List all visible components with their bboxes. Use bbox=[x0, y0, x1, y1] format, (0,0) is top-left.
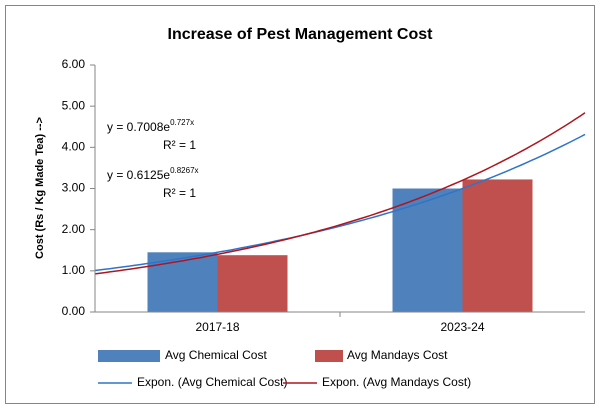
legend-label: Expon. (Avg Mandays Cost) bbox=[322, 375, 471, 389]
equation-base: y = 0.6125e bbox=[107, 168, 170, 182]
trend-equation: y = 0.6125e0.8267x bbox=[107, 166, 199, 182]
y-axis-label: Cost (Rs / Kg Made Tea) --> bbox=[34, 117, 46, 259]
trendline bbox=[94, 133, 586, 272]
trendline bbox=[94, 112, 586, 275]
legend-swatch bbox=[315, 350, 343, 362]
y-tick-label: 2.00 bbox=[62, 222, 86, 236]
trend-r2: R² = 1 bbox=[163, 186, 196, 200]
y-tick-label: 3.00 bbox=[62, 181, 86, 195]
bar bbox=[462, 179, 533, 312]
bar bbox=[392, 188, 463, 312]
legend-swatch bbox=[98, 350, 160, 362]
y-tick-label: 1.00 bbox=[62, 263, 86, 277]
equation-power: 0.8267x bbox=[170, 166, 198, 175]
legend-label: Avg Mandays Cost bbox=[347, 348, 448, 362]
trend-r2: R² = 1 bbox=[163, 138, 196, 152]
y-tick-label: 4.00 bbox=[62, 140, 86, 154]
chart-title: Increase of Pest Management Cost bbox=[168, 26, 434, 43]
y-tick-label: 0.00 bbox=[62, 304, 86, 318]
y-tick-label: 5.00 bbox=[62, 98, 86, 112]
legend-label: Expon. (Avg Chemical Cost) bbox=[137, 375, 288, 389]
trend-equation: y = 0.7008e0.727x bbox=[107, 118, 194, 134]
equation-base: y = 0.7008e bbox=[107, 120, 170, 134]
x-tick-label: 2017-18 bbox=[195, 320, 239, 334]
legend-label: Avg Chemical Cost bbox=[165, 348, 267, 362]
y-tick-label: 6.00 bbox=[62, 57, 86, 71]
x-tick-label: 2023-24 bbox=[440, 320, 484, 334]
equation-power: 0.727x bbox=[170, 118, 194, 127]
bar bbox=[217, 255, 288, 312]
